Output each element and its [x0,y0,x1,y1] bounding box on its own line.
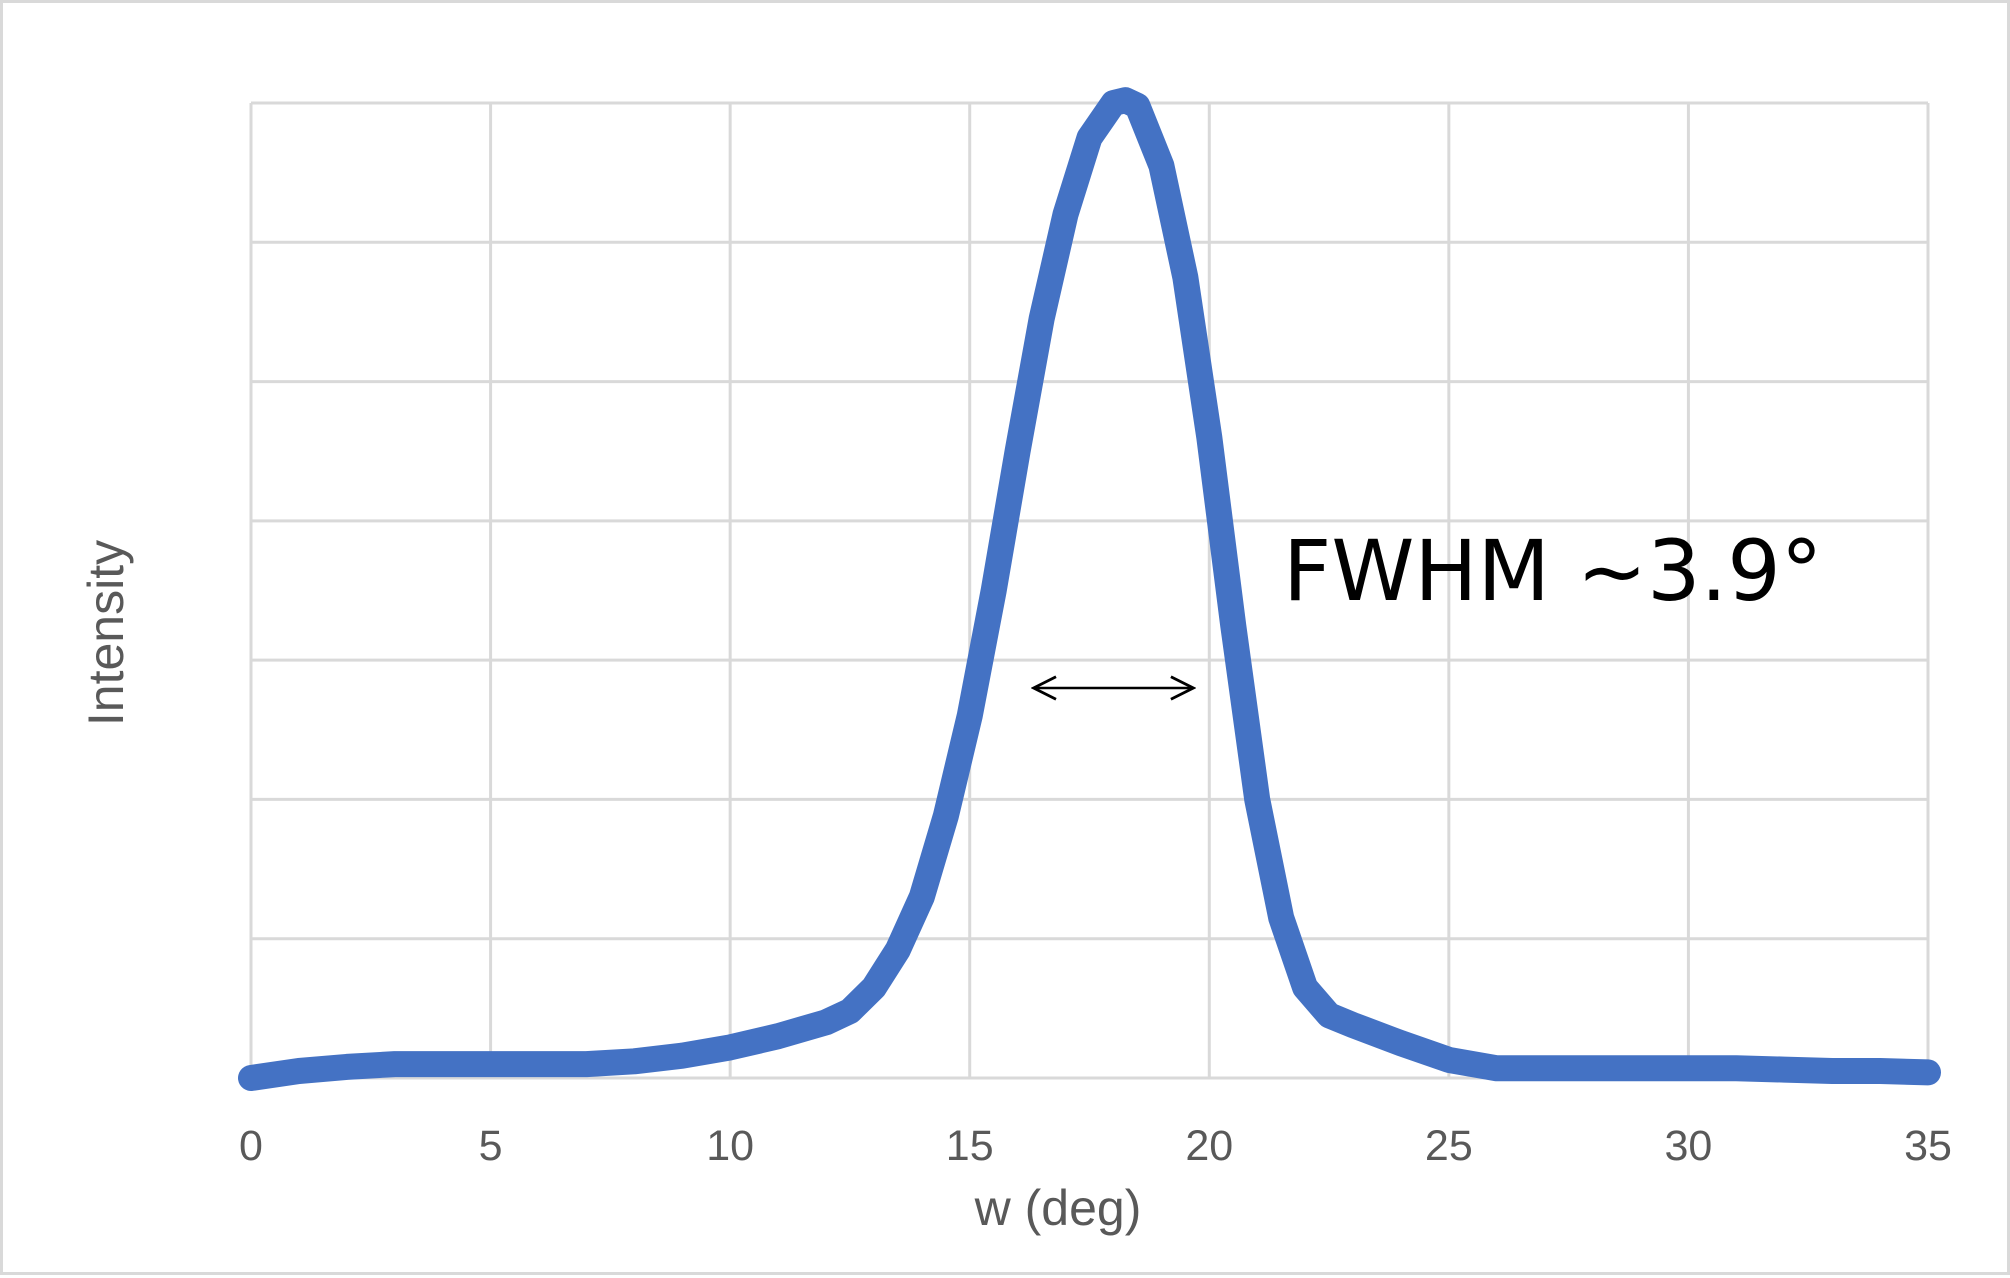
x-tick-label: 0 [239,1122,263,1170]
x-tick-labels: 0 5 10 15 20 25 30 35 [239,1122,1952,1170]
y-axis-label: Intensity [78,540,134,726]
chart-svg: 0 5 10 15 20 25 30 35 FWHM ~3.9° w (deg) Intens… [78,87,1952,1236]
x-tick-label: 15 [946,1122,994,1170]
x-axis-label: w (deg) [974,1180,1142,1236]
x-tick-label: 30 [1665,1122,1713,1170]
x-tick-label: 10 [706,1122,754,1170]
gridlines [249,101,1930,1080]
x-tick-label: 20 [1185,1122,1233,1170]
x-tick-label: 5 [479,1122,503,1170]
series-line [238,87,1941,1091]
series-layer [238,87,1941,1091]
annotation-layer: FWHM ~3.9° [1034,522,1823,688]
x-tick-label: 35 [1904,1122,1952,1170]
fwhm-annotation: FWHM ~3.9° [1283,522,1823,620]
x-tick-label: 25 [1425,1122,1473,1170]
